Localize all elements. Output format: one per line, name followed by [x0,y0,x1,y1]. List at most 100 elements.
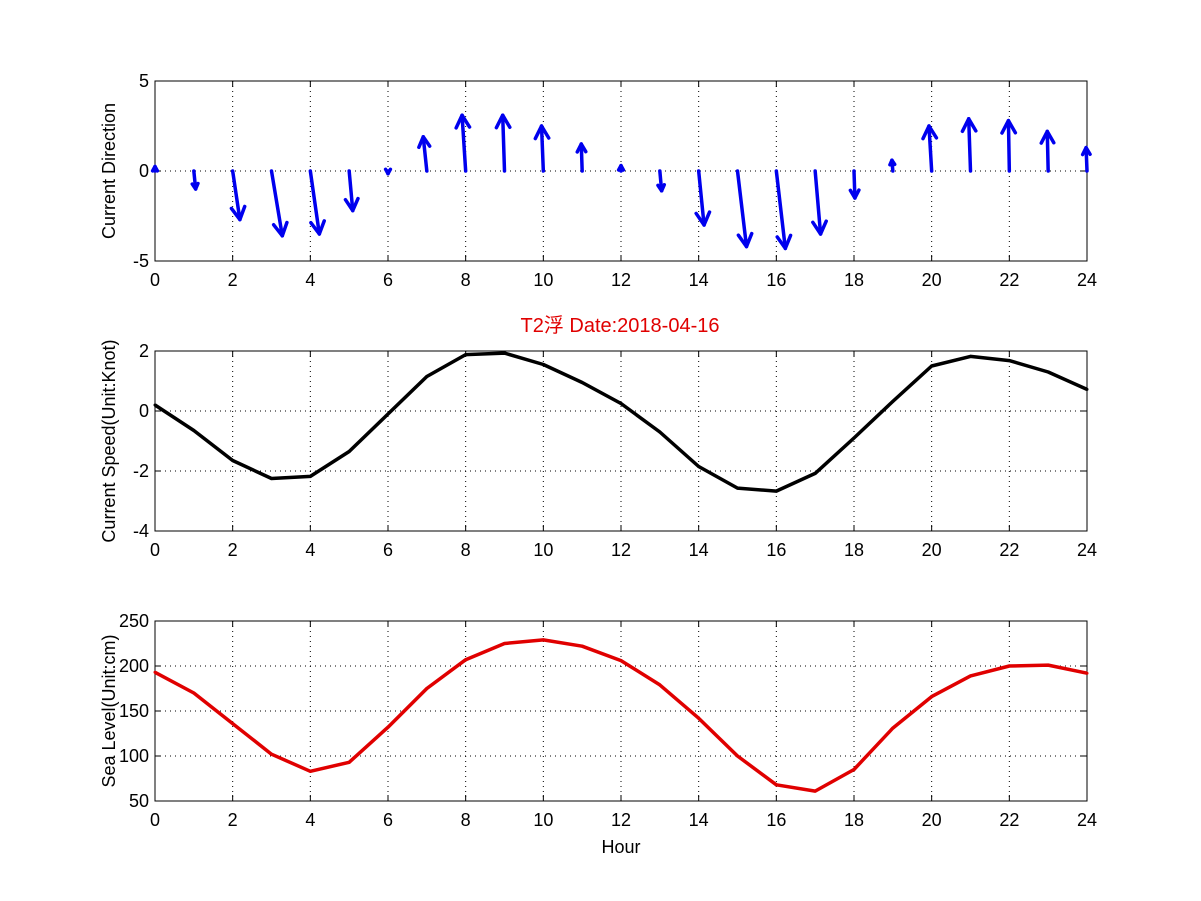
data-point [425,375,429,378]
data-point [580,381,584,384]
x-tick-label: 10 [533,540,553,560]
y-axis-label: Current Speed(Unit:Knot) [99,339,119,542]
data-point [308,474,312,478]
arrow-2 [229,169,247,222]
x-tick-label: 6 [383,540,393,560]
arrow-head [848,188,861,200]
x-tick-label: 0 [150,270,160,290]
arrow-head [271,220,289,238]
x-tick-label: 4 [305,810,315,830]
data-point [852,768,856,771]
arrow-shaft [927,124,934,173]
arrow-14 [694,169,712,227]
arrow-shaft [308,169,322,236]
data-point [464,353,468,357]
arrow-head [494,113,512,130]
x-tick-label: 8 [461,270,471,290]
arrow-13 [656,169,666,193]
data-point [852,436,856,440]
arrow-head [229,204,247,222]
arrow-head [309,219,326,236]
y-tick-label: -5 [133,251,149,271]
arrow-shaft [1006,118,1012,173]
data-point [541,638,545,642]
arrow-1 [190,169,200,191]
arrow-head [736,231,754,249]
y-tick-label: 50 [129,791,149,811]
x-tick-label: 2 [228,270,238,290]
data-point [930,364,934,368]
data-point [464,658,468,662]
arrow-0 [150,164,160,173]
arrow-shaft [813,169,823,236]
grid-speed [155,351,1087,531]
data-point [891,399,895,403]
arrow-shaft [347,169,355,213]
x-tick-label: 14 [689,810,709,830]
y-tick-label: 5 [139,71,149,91]
arrow-10 [533,124,551,173]
x-tick-label: 24 [1077,270,1097,290]
arrow-head [417,135,432,150]
x-tick-label: 0 [150,810,160,830]
x-tick-label: 14 [689,540,709,560]
arrow-15 [735,169,754,249]
x-tick-label: 18 [844,810,864,830]
data-point [231,459,235,462]
arrow-19 [888,158,897,173]
arrow-head [533,124,551,141]
data-point [1085,387,1089,391]
arrow-head [575,142,588,154]
data-point [658,430,662,434]
data-point [774,783,778,787]
arrow-shaft [1045,129,1050,173]
arrow-shaft [852,169,857,200]
data-point [386,412,390,416]
arrow-3 [269,169,289,238]
x-tick-label: 24 [1077,810,1097,830]
data-point [580,644,584,648]
arrow-head [383,167,393,176]
data-point [736,754,739,758]
arrow-4 [308,169,326,236]
y-tick-label: 2 [139,341,149,361]
y-tick-label: -4 [133,521,149,541]
x-tick-label: 22 [999,270,1019,290]
arrow-23 [1039,129,1056,173]
x-tick-label: 12 [611,810,631,830]
arrow-5 [343,169,360,213]
arrow-shaft [735,169,749,249]
data-point [503,351,506,355]
data-point [347,760,351,764]
arrow-head [1080,145,1092,157]
data-point [231,722,235,726]
arrow-head [1000,118,1018,135]
data-point [192,429,196,432]
data-point [153,403,157,407]
data-point [813,789,817,793]
data-point [1007,664,1011,668]
data-point [813,471,817,475]
arrow-shaft [269,169,285,238]
data-point [541,363,545,366]
y-tick-label: 0 [139,161,149,181]
data-point [270,752,273,756]
x-tick-label: 10 [533,810,553,830]
arrow-shaft [579,142,584,173]
x-tick-label: 6 [383,810,393,830]
arrow-shaft [966,117,973,173]
data-point [308,769,312,773]
data-point [736,486,739,490]
arrow-shaft [460,113,468,173]
data-point [774,489,778,493]
x-tick-label: 16 [766,270,786,290]
arrow-24 [1080,145,1092,173]
arrow-20 [921,124,939,173]
data-point [503,642,506,645]
data-point [1085,671,1089,675]
x-tick-label: 20 [922,270,942,290]
arrow-shaft [539,124,546,173]
arrow-head [888,158,897,167]
